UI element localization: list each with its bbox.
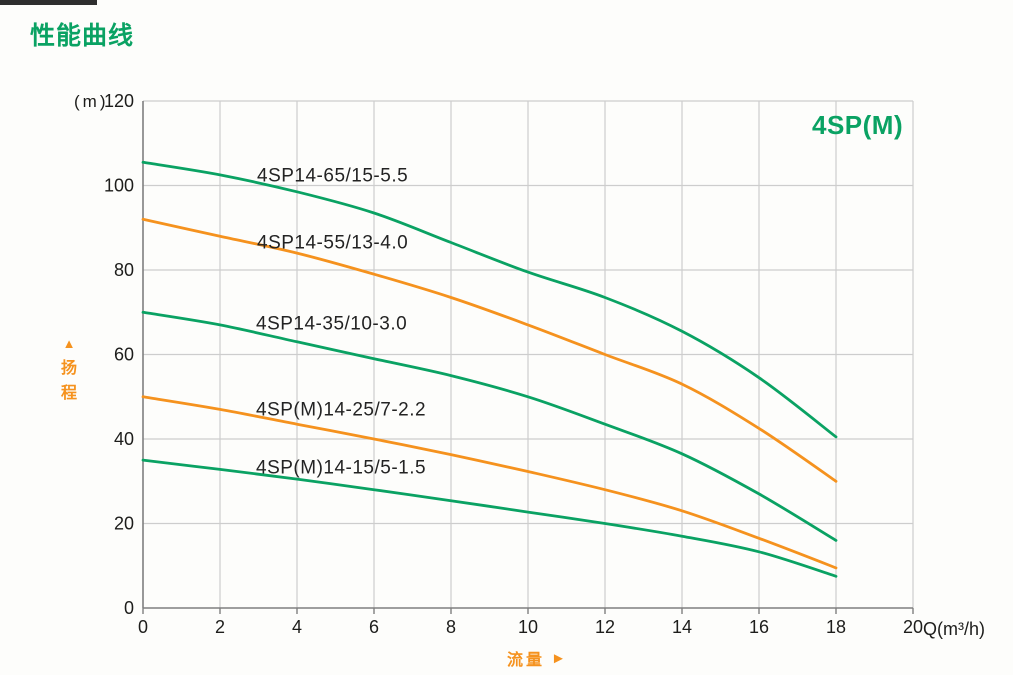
x-tick-label: 14 bbox=[672, 617, 692, 637]
x-tick-label: 0 bbox=[138, 617, 148, 637]
right-arrow-icon: ► bbox=[551, 649, 566, 667]
y-tick-label: 120 bbox=[104, 91, 134, 111]
x-tick-label: 10 bbox=[518, 617, 538, 637]
curve-label: 4SP14-35/10-3.0 bbox=[256, 314, 407, 335]
scan-artifact-bar bbox=[0, 0, 97, 5]
x-axis-caption: 流量 ► bbox=[507, 646, 566, 670]
x-tick-label: 2 bbox=[215, 617, 225, 637]
y-tick-label: 100 bbox=[104, 176, 134, 196]
x-axis-caption-text: 流量 bbox=[507, 652, 546, 669]
pump-curve bbox=[141, 217, 838, 483]
x-axis-unit-label: Q(m³/h) bbox=[923, 619, 985, 639]
y-tick-label: 60 bbox=[114, 345, 134, 365]
x-tick-label: 16 bbox=[749, 617, 769, 637]
pump-curve bbox=[141, 310, 838, 542]
page-title: 性能曲线 bbox=[30, 22, 135, 50]
y-axis-unit-label: (m) bbox=[74, 92, 109, 111]
x-tick-label: 12 bbox=[595, 617, 615, 637]
pump-curve bbox=[141, 458, 838, 578]
up-arrow-icon: ▲ bbox=[62, 336, 76, 351]
y-axis-caption: ▲ 扬程 bbox=[54, 337, 84, 407]
curve-label: 4SP14-55/13-4.0 bbox=[257, 233, 408, 254]
pump-curve bbox=[141, 395, 838, 570]
y-tick-label: 0 bbox=[124, 598, 134, 618]
x-tick-label: 4 bbox=[292, 617, 302, 637]
curve-label: 4SP(M)14-15/5-1.5 bbox=[256, 458, 426, 479]
series-family-label: 4SP(M) bbox=[812, 110, 904, 140]
pump-curve bbox=[141, 160, 838, 439]
curve-label: 4SP(M)14-25/7-2.2 bbox=[256, 400, 426, 421]
curve-label: 4SP14-65/15-5.5 bbox=[257, 166, 408, 187]
x-tick-label: 18 bbox=[826, 617, 846, 637]
y-axis-caption-text: 扬程 bbox=[60, 360, 77, 402]
y-tick-label: 80 bbox=[114, 260, 134, 280]
x-tick-label: 8 bbox=[446, 617, 456, 637]
y-tick-label: 20 bbox=[114, 514, 134, 534]
x-tick-label: 6 bbox=[369, 617, 379, 637]
x-tick-label: 20 bbox=[903, 617, 923, 637]
y-tick-label: 40 bbox=[114, 429, 134, 449]
